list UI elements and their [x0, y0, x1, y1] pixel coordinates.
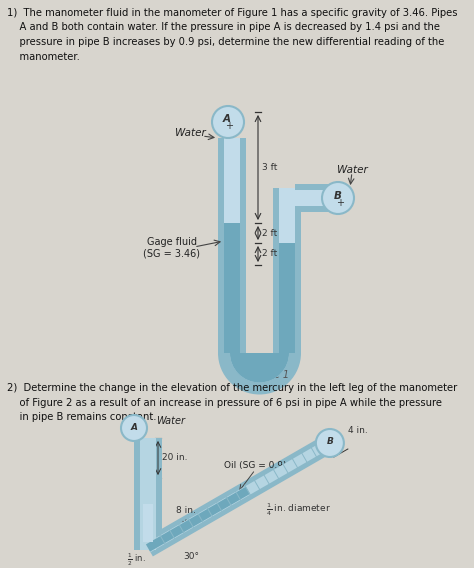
- Text: Water: Water: [156, 416, 185, 426]
- Text: +: +: [336, 198, 344, 208]
- Text: $\frac{1}{4}$ in. diameter: $\frac{1}{4}$ in. diameter: [266, 501, 330, 517]
- Text: Figure 1: Figure 1: [249, 370, 290, 380]
- Text: 2)  Determine the change in the elevation of the mercury in the left leg of the : 2) Determine the change in the elevation…: [7, 383, 457, 393]
- Text: 1)  The manometer fluid in the manometer of Figure 1 has a specific gravity of 3: 1) The manometer fluid in the manometer …: [7, 8, 457, 18]
- Text: 8 in.: 8 in.: [176, 506, 196, 515]
- Text: B: B: [334, 191, 342, 201]
- Text: 20 in.: 20 in.: [162, 453, 188, 462]
- Circle shape: [316, 429, 344, 457]
- Text: +: +: [225, 121, 233, 131]
- Bar: [295, 184, 330, 212]
- Text: $\frac{1}{2}$ in.: $\frac{1}{2}$ in.: [127, 552, 146, 568]
- Wedge shape: [230, 353, 289, 382]
- Bar: [224, 223, 240, 353]
- Bar: [140, 438, 156, 550]
- Circle shape: [121, 415, 147, 441]
- Text: 4 in.: 4 in.: [348, 426, 368, 435]
- Bar: [224, 138, 240, 353]
- Circle shape: [322, 182, 354, 214]
- Bar: [224, 138, 240, 223]
- Text: A: A: [223, 114, 231, 124]
- Text: B: B: [327, 437, 333, 446]
- Wedge shape: [230, 353, 289, 382]
- Bar: [279, 188, 295, 243]
- Bar: [273, 188, 301, 353]
- Text: manometer.: manometer.: [7, 52, 80, 61]
- Circle shape: [212, 106, 244, 138]
- Text: (SG = 3.46): (SG = 3.46): [144, 248, 201, 258]
- Bar: [143, 504, 153, 542]
- Bar: [295, 190, 330, 206]
- Text: Oil (SG = 0.9): Oil (SG = 0.9): [224, 461, 287, 470]
- Text: A: A: [130, 423, 137, 432]
- Text: of Figure 2 as a result of an increase in pressure of 6 psi in pipe A while the : of Figure 2 as a result of an increase i…: [7, 398, 442, 407]
- Bar: [279, 188, 295, 353]
- Text: 3 ft: 3 ft: [262, 163, 277, 172]
- Text: Gage fluid: Gage fluid: [147, 237, 197, 247]
- Text: A and B both contain water. If the pressure in pipe A is decreased by 1.4 psi an: A and B both contain water. If the press…: [7, 23, 440, 32]
- Bar: [218, 138, 246, 353]
- Text: 2 ft: 2 ft: [262, 228, 277, 237]
- Bar: [279, 243, 295, 353]
- Wedge shape: [218, 353, 301, 395]
- Text: pressure in pipe B increases by 0.9 psi, determine the new differential reading : pressure in pipe B increases by 0.9 psi,…: [7, 37, 444, 47]
- Bar: [134, 438, 162, 550]
- Text: Water: Water: [337, 165, 367, 175]
- Text: Water: Water: [174, 128, 205, 138]
- Text: in pipe B remains constant.: in pipe B remains constant.: [7, 412, 156, 422]
- Text: 30°: 30°: [183, 552, 199, 561]
- Text: 2 ft: 2 ft: [262, 249, 277, 258]
